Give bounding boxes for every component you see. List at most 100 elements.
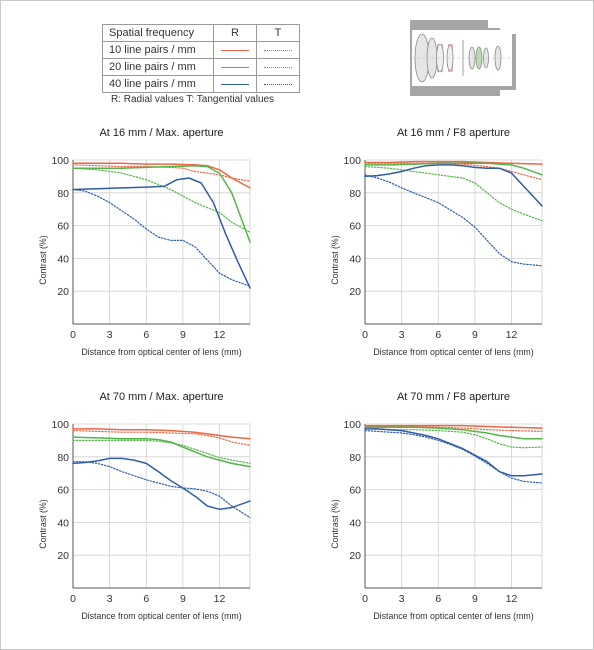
lens-cross-section-icon xyxy=(410,20,516,96)
x-tick-label: 9 xyxy=(180,329,186,341)
x-tick-label: 3 xyxy=(399,329,405,341)
chart-title: At 16 mm / Max. aperture xyxy=(99,127,223,139)
series-line-40lp-tangential xyxy=(364,174,543,267)
legend-label-40lp: 40 line pairs / mm xyxy=(102,75,214,93)
x-tick-label: 0 xyxy=(362,329,368,341)
y-tick-label: 40 xyxy=(57,253,69,265)
series-line-20lp-tangential xyxy=(364,428,543,449)
x-tick-label: 3 xyxy=(399,593,405,605)
y-tick-label: 100 xyxy=(51,419,69,431)
y-tick-label: 20 xyxy=(349,550,361,562)
y-tick-label: 60 xyxy=(349,221,361,233)
series-line-40lp-radial xyxy=(72,177,251,289)
y-tick-label: 20 xyxy=(57,550,69,562)
x-axis-label: Distance from optical center of lens (mm… xyxy=(373,611,533,621)
y-axis-label: Contrast (%) xyxy=(330,235,340,284)
legend-header-row: Spatial frequency R T xyxy=(102,24,300,42)
legend-swatch-20lp-radial xyxy=(221,66,249,68)
series-line-10lp-tangential xyxy=(72,429,251,446)
legend-row-20lp: 20 line pairs / mm xyxy=(102,58,300,76)
y-axis-label: Contrast (%) xyxy=(38,499,48,548)
legend-label-10lp: 10 line pairs / mm xyxy=(102,41,214,59)
legend-header-tangential: T xyxy=(256,24,300,42)
series-line-20lp-tangential xyxy=(364,165,543,222)
y-tick-label: 60 xyxy=(57,221,69,233)
y-tick-label: 60 xyxy=(349,485,361,497)
y-tick-label: 80 xyxy=(57,452,69,464)
mtf-chart-16mm-f8-aperture: At 16 mm / F8 aperture 0 3 6 9 12 20 40 60 80 100 D… xyxy=(330,127,543,357)
series-line-10lp-tangential xyxy=(364,425,543,433)
legend-row-40lp: 40 line pairs / mm xyxy=(102,75,300,93)
y-tick-label: 80 xyxy=(57,188,69,200)
y-tick-label: 40 xyxy=(349,517,361,529)
y-tick-label: 40 xyxy=(57,517,69,529)
series-line-20lp-tangential xyxy=(72,167,251,233)
series-line-40lp-tangential xyxy=(364,429,543,484)
mtf-chart-16mm-max-aperture: At 16 mm / Max. aperture 0 3 6 9 12 20 40 60 80 10… xyxy=(38,127,251,357)
y-tick-label: 60 xyxy=(57,485,69,497)
x-tick-label: 0 xyxy=(362,593,368,605)
legend-label-20lp: 20 line pairs / mm xyxy=(102,58,214,76)
series-line-40lp-radial xyxy=(364,164,543,207)
y-axis-label: Contrast (%) xyxy=(38,235,48,284)
x-tick-label: 6 xyxy=(435,329,441,341)
series-line-10lp-tangential xyxy=(72,164,251,182)
series-line-20lp-radial xyxy=(364,162,543,176)
mtf-chart-70mm-f8-aperture: At 70 mm / F8 aperture 0 3 6 9 12 20 40 60 80 100 D… xyxy=(330,391,543,621)
series-line-10lp-radial xyxy=(72,428,251,440)
x-tick-label: 6 xyxy=(435,593,441,605)
chart-title: At 70 mm / Max. aperture xyxy=(99,391,223,403)
legend-header-frequency: Spatial frequency xyxy=(102,24,214,42)
legend-note: R: Radial values T: Tangential values xyxy=(111,94,275,105)
legend-swatch-10lp-tangential xyxy=(264,49,292,51)
y-tick-label: 100 xyxy=(343,155,361,167)
x-tick-label: 0 xyxy=(70,329,76,341)
legend-swatch-20lp-tangential xyxy=(264,66,292,68)
series-line-10lp-radial xyxy=(72,162,251,189)
x-tick-label: 9 xyxy=(472,329,478,341)
x-tick-label: 6 xyxy=(143,329,149,341)
x-axis-label: Distance from optical center of lens (mm… xyxy=(373,347,533,357)
series-line-40lp-radial xyxy=(364,428,543,477)
x-tick-label: 6 xyxy=(143,593,149,605)
series-line-40lp-radial xyxy=(72,457,251,511)
y-tick-label: 20 xyxy=(349,286,361,298)
x-tick-label: 9 xyxy=(180,593,186,605)
x-tick-label: 12 xyxy=(214,593,226,605)
x-tick-label: 12 xyxy=(506,329,518,341)
x-tick-label: 12 xyxy=(506,593,518,605)
x-axis-label: Distance from optical center of lens (mm… xyxy=(81,611,241,621)
x-tick-label: 3 xyxy=(107,593,113,605)
series-line-20lp-radial xyxy=(364,426,543,440)
x-axis-label: Distance from optical center of lens (mm… xyxy=(81,347,241,357)
y-tick-label: 80 xyxy=(349,452,361,464)
x-tick-label: 9 xyxy=(472,593,478,605)
legend-swatch-40lp-radial xyxy=(221,83,249,85)
series-line-10lp-tangential xyxy=(364,162,543,181)
series-line-10lp-radial xyxy=(364,160,543,165)
y-tick-label: 40 xyxy=(349,253,361,265)
legend-row-10lp: 10 line pairs / mm xyxy=(102,41,300,59)
legend-swatch-10lp-radial xyxy=(221,49,249,51)
legend-header-radial: R xyxy=(213,24,257,42)
y-tick-label: 20 xyxy=(57,286,69,298)
mtf-chart-70mm-max-aperture: At 70 mm / Max. aperture 0 3 6 9 12 20 40 60 80 10… xyxy=(38,391,251,621)
series-line-40lp-tangential xyxy=(72,188,251,287)
y-tick-label: 80 xyxy=(349,188,361,200)
series-line-20lp-radial xyxy=(72,164,251,243)
y-tick-label: 100 xyxy=(51,155,69,167)
x-tick-label: 3 xyxy=(107,329,113,341)
series-line-10lp-radial xyxy=(364,424,543,429)
x-tick-label: 12 xyxy=(214,329,226,341)
series-line-40lp-tangential xyxy=(72,461,251,519)
chart-title: At 70 mm / F8 aperture xyxy=(397,391,510,403)
x-tick-label: 0 xyxy=(70,593,76,605)
legend-table: Spatial frequency R T 10 line pairs / mm… xyxy=(102,24,300,93)
y-axis-label: Contrast (%) xyxy=(330,499,340,548)
y-tick-label: 100 xyxy=(343,419,361,431)
legend-swatch-40lp-tangential xyxy=(264,83,292,85)
series-line-20lp-tangential xyxy=(72,439,251,465)
series-line-20lp-radial xyxy=(72,436,251,468)
chart-title: At 16 mm / F8 aperture xyxy=(397,127,510,139)
